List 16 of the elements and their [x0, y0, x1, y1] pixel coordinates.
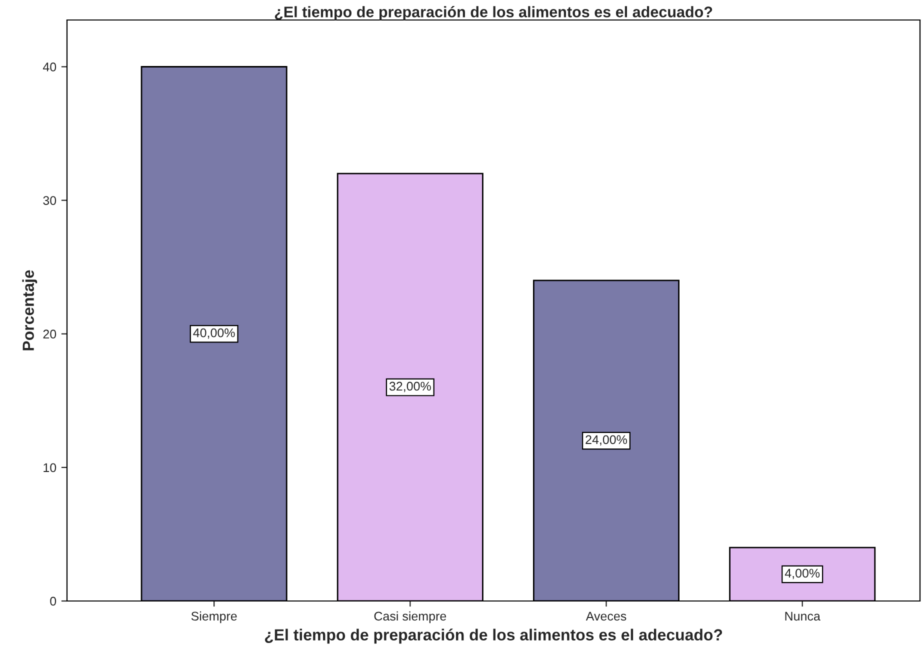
y-tick-label: 0 — [50, 596, 56, 606]
y-tick-label: 20 — [43, 330, 56, 339]
y-tick-label: 30 — [43, 196, 56, 205]
data-label: 40,00% — [193, 328, 235, 339]
data-label: 32,00% — [389, 382, 431, 392]
y-tick-label: 10 — [44, 463, 56, 472]
data-label: 4,00% — [784, 568, 820, 580]
x-tick-label: Siempre — [191, 611, 237, 624]
x-tick-label: Casi siempre — [374, 611, 446, 624]
data-label: 24,00% — [586, 435, 628, 446]
y-tick-label: 40 — [42, 62, 56, 72]
x-axis-title: ¿El tiempo de preparación de los alimentos es el adecuado? — [264, 628, 722, 644]
y-axis-title: Porcentaje — [22, 270, 38, 350]
x-tick-label: Nunca — [785, 612, 820, 621]
x-tick-label: Aveces — [586, 612, 626, 621]
chart-title: ¿El tiempo de preparación de los alimentos es el adecuado? — [274, 6, 712, 20]
